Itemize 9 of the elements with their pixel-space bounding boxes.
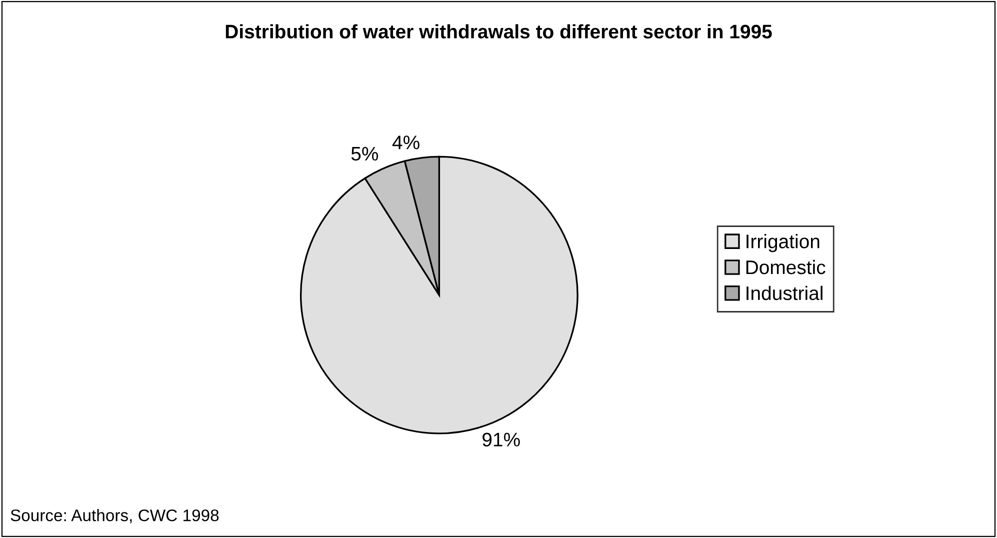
- legend-label: Domestic: [746, 260, 826, 274]
- data-label: 91%: [482, 432, 520, 446]
- source-note: Source: Authors, CWC 1998: [10, 509, 219, 524]
- chart-title: Distribution of water withdrawals to different sector in 1995: [226, 24, 772, 38]
- legend-label: Irrigation: [746, 234, 820, 252]
- pie-slice: [364, 160, 440, 296]
- legend-label: Industrial: [746, 286, 822, 300]
- data-label: 4%: [392, 136, 420, 150]
- data-label: 5%: [351, 146, 378, 161]
